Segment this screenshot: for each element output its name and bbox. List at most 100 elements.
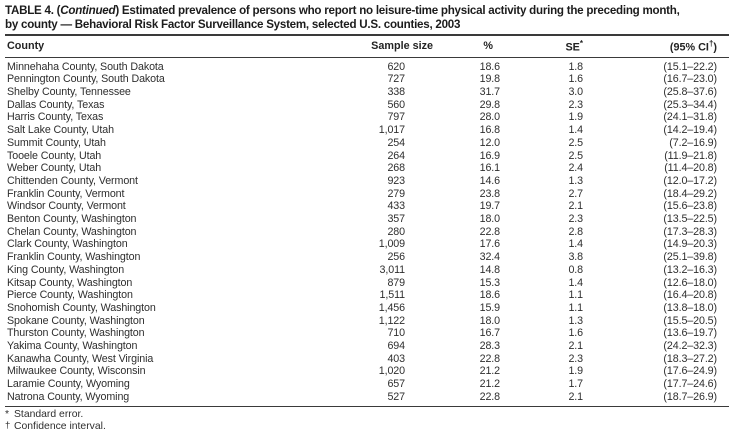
- confidence-interval-cell: (15.1–22.2): [663, 60, 717, 73]
- table-row: Natrona County, Wyoming 527 22.8 2.1 (18.7–2…: [5, 391, 729, 406]
- standard-error-cell: 1.8: [568, 60, 583, 73]
- county-cell: Salt Lake County, Utah: [7, 124, 114, 137]
- county-cell: Harris County, Texas: [7, 111, 104, 124]
- table-row: Dallas County, Texas 560 29.8 2.3 (25.3–34.4…: [5, 99, 729, 112]
- table-title-prefix: TABLE 4. (: [5, 4, 61, 17]
- county-cell: Weber County, Utah: [7, 162, 102, 175]
- county-cell: King County, Washington: [7, 263, 125, 276]
- standard-error-cell: 1.6: [568, 73, 583, 86]
- table-row: King County, Washington 3,011 14.8 0.8 (13.2…: [5, 264, 729, 277]
- county-cell: Tooele County, Utah: [7, 149, 102, 162]
- table-row: Tooele County, Utah 264 16.9 2.5 (11.9–21.8): [5, 150, 729, 163]
- confidence-interval-cell: (11.4–20.8): [664, 162, 717, 175]
- county-cell: Chelan County, Washington: [7, 225, 137, 238]
- percent-cell: 19.7: [479, 200, 501, 213]
- sample-size-cell: 280: [387, 225, 405, 238]
- table-row: Kanawha County, West Virginia 403 22.8 2.3 (…: [5, 353, 729, 366]
- sample-size-cell: 797: [387, 111, 405, 124]
- sample-size-cell: 710: [387, 327, 405, 340]
- footnote-confidence-interval: † Confidence interval.: [5, 420, 729, 433]
- column-header-confidence-interval: (95% CI†): [612, 33, 729, 58]
- sample-size-cell: 879: [387, 276, 405, 289]
- standard-error-cell: 2.1: [568, 390, 583, 403]
- sample-size-cell: 256: [387, 251, 405, 264]
- sample-size-cell: 560: [387, 98, 405, 111]
- percent-cell: 16.9: [479, 149, 501, 162]
- confidence-interval-cell: (13.8–18.0): [663, 301, 717, 314]
- county-cell: Spokane County, Washington: [7, 314, 145, 327]
- confidence-interval-cell: (24.1–31.8): [663, 111, 717, 124]
- asterisk-symbol: *: [5, 408, 10, 420]
- percent-cell: 18.6: [479, 289, 501, 302]
- county-cell: Kitsap County, Washington: [7, 276, 133, 289]
- percent-cell: 22.8: [479, 390, 501, 403]
- county-cell: Shelby County, Tennessee: [7, 86, 131, 98]
- confidence-interval-cell: (13.6–19.7): [663, 327, 717, 340]
- standard-error-cell: 1.9: [568, 365, 583, 378]
- standard-error-cell: 2.8: [568, 225, 583, 238]
- sample-size-cell: 433: [387, 200, 405, 213]
- table-title: TABLE 4. (Continued) Estimated prevalenc…: [5, 4, 729, 32]
- county-cell: Milwaukee County, Wisconsin: [7, 365, 146, 378]
- percent-cell: 31.7: [479, 86, 501, 98]
- sample-size-cell: 1,020: [378, 365, 405, 378]
- county-cell: Pennington County, South Dakota: [7, 73, 165, 86]
- standard-error-cell: 2.1: [568, 340, 583, 353]
- sample-size-cell: 1,017: [378, 124, 405, 137]
- footnote-standard-error: * Standard error.: [5, 409, 729, 421]
- confidence-interval-cell: (18.7–26.9): [663, 390, 717, 403]
- ci-dagger-sup: †: [708, 39, 714, 48]
- column-header-county: County: [5, 33, 340, 58]
- percent-cell: 29.8: [479, 98, 501, 111]
- table-row: Salt Lake County, Utah 1,017 16.8 1.4 (14.2–…: [5, 124, 729, 137]
- confidence-interval-cell: (17.6–24.9): [663, 365, 717, 378]
- table-row: Milwaukee County, Wisconsin 1,020 21.2 1.9 (…: [5, 365, 729, 378]
- standard-error-cell: 0.8: [568, 263, 583, 276]
- percent-cell: 23.8: [479, 187, 501, 200]
- county-cell: Thurston County, Washington: [7, 327, 145, 340]
- standard-error-cell: 1.6: [568, 327, 583, 340]
- table-row: Laramie County, Wyoming 657 21.2 1.7 (17.7–2…: [5, 378, 729, 391]
- header-row: County Sample size % SE* (95% CI†): [5, 33, 729, 58]
- table-title-continued: Continued: [60, 4, 116, 17]
- table-row: Yakima County, Washington 694 28.3 2.1 (24.2…: [5, 340, 729, 353]
- confidence-interval-cell: (15.6–23.8): [663, 200, 717, 213]
- table-body: Minnehaha County, South Dakota 620 18.6 1.8…: [5, 57, 729, 406]
- table-row: Weber County, Utah 268 16.1 2.4 (11.4–20.8): [5, 162, 729, 175]
- standard-error-cell: 3.8: [568, 251, 583, 264]
- table-row: Chelan County, Washington 280 22.8 2.8 (17.3…: [5, 226, 729, 239]
- percent-cell: 12.0: [479, 136, 501, 149]
- sample-size-cell: 254: [387, 136, 405, 149]
- confidence-interval-cell: (14.9–20.3): [663, 238, 717, 251]
- footnote-confidence-interval-text: Confidence interval.: [14, 421, 106, 433]
- standard-error-cell: 1.4: [568, 124, 583, 137]
- county-cell: Laramie County, Wyoming: [7, 378, 130, 391]
- table-row: Franklin County, Vermont 279 23.8 2.7 (18.4–…: [5, 188, 729, 201]
- table-row: Spokane County, Washington 1,122 18.0 1.3 (1…: [5, 315, 729, 328]
- sample-size-cell: 357: [387, 213, 405, 226]
- standard-error-cell: 1.7: [568, 378, 583, 391]
- percent-cell: 16.8: [479, 124, 501, 137]
- county-cell: Benton County, Washington: [7, 213, 137, 226]
- ci-header-open: (95% CI: [669, 41, 709, 54]
- standard-error-cell: 1.1: [568, 301, 583, 314]
- county-cell: Summit County, Utah: [7, 136, 106, 149]
- standard-error-cell: 1.4: [568, 238, 583, 251]
- percent-cell: 22.8: [479, 225, 501, 238]
- ci-header-close: ): [713, 41, 717, 54]
- sample-size-cell: 1,456: [378, 301, 405, 314]
- sample-size-cell: 1,511: [379, 289, 406, 302]
- standard-error-cell: 2.5: [568, 136, 583, 149]
- table-row: Shelby County, Tennessee 338 31.7 3.0 (25.8–…: [5, 86, 729, 99]
- standard-error-cell: 2.3: [568, 213, 583, 226]
- sample-size-cell: 923: [387, 174, 405, 187]
- sample-size-cell: 620: [387, 60, 405, 73]
- table-row: Windsor County, Vermont 433 19.7 2.1 (15.6–2…: [5, 200, 729, 213]
- standard-error-cell: 1.1: [568, 289, 583, 302]
- percent-cell: 32.4: [479, 251, 501, 264]
- standard-error-cell: 2.7: [568, 187, 583, 200]
- table-title-line2: by county — Behavioral Risk Factor Surve…: [5, 18, 461, 31]
- sample-size-cell: 3,011: [379, 263, 406, 276]
- percent-cell: 16.1: [479, 162, 501, 175]
- confidence-interval-cell: (13.2–16.3): [663, 263, 717, 276]
